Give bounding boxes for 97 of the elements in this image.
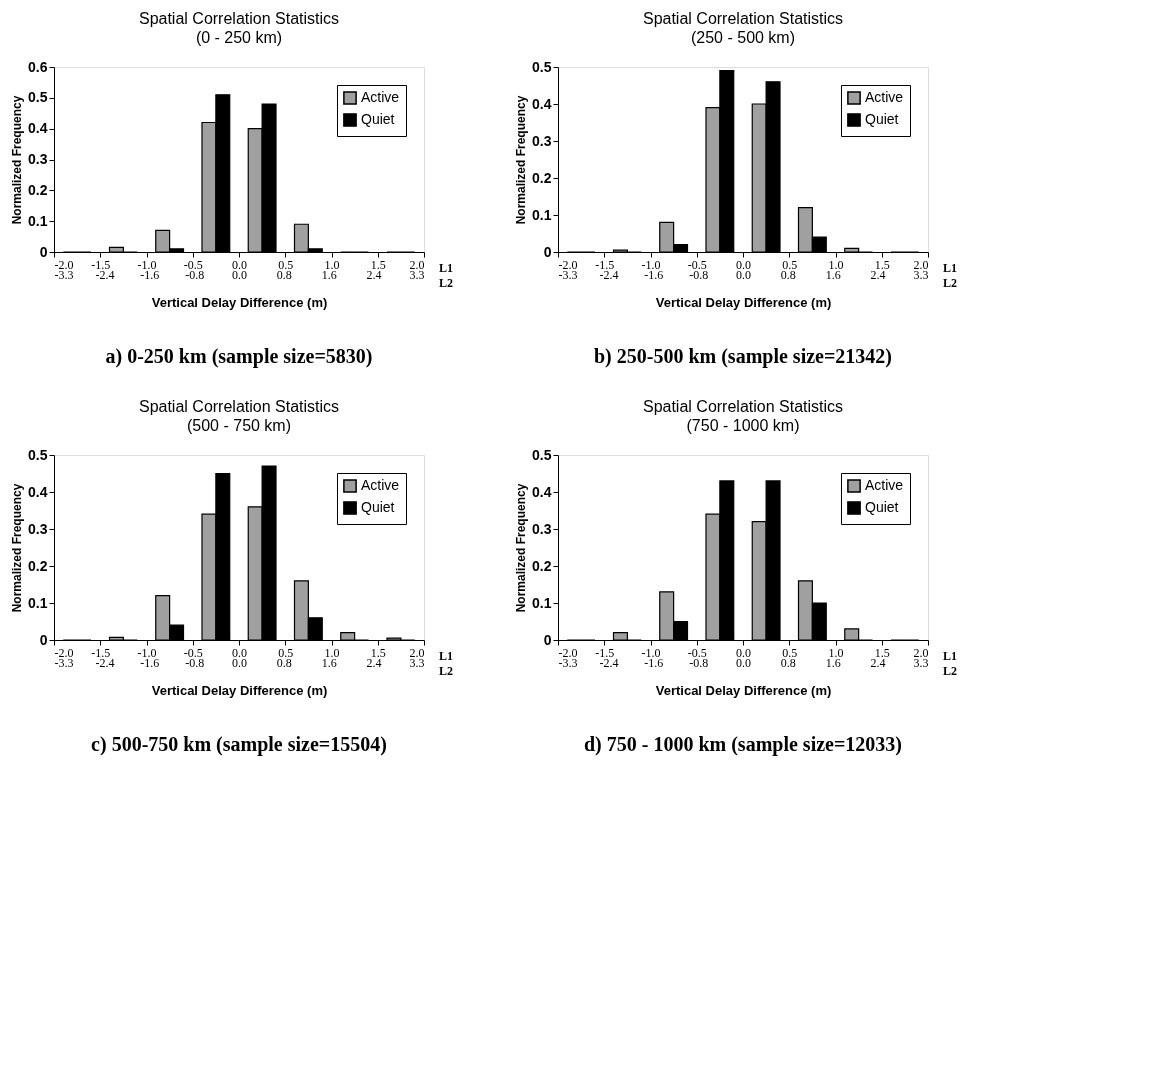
chart-subtitle: (750 - 1000 km) xyxy=(686,417,800,434)
x-axis-title: Vertical Delay Difference (m) xyxy=(151,682,328,698)
x-tick-label: -1.0 xyxy=(641,257,661,272)
y-tick-label: 0.3 xyxy=(532,132,552,149)
x-tick-label: -0.5 xyxy=(183,257,203,272)
x-tick-label: 1.5 xyxy=(370,645,386,660)
legend-label: Quiet xyxy=(865,111,899,127)
x-tick-label: -0.5 xyxy=(687,645,707,660)
x-tick-label: 1.0 xyxy=(324,645,340,660)
y-tick-label: 0 xyxy=(39,243,48,260)
y-tick-label: 0.2 xyxy=(532,557,552,574)
x-tick-label: 0.5 xyxy=(278,645,294,660)
x-tick-label: 1.5 xyxy=(874,257,890,272)
x-tick-label: 0.5 xyxy=(782,645,798,660)
y-tick-label: 0.5 xyxy=(532,58,552,75)
x-axis-title: Vertical Delay Difference (m) xyxy=(655,294,832,310)
legend-label: Active xyxy=(361,477,400,493)
legend-label: Quiet xyxy=(865,499,899,515)
y-tick-label: 0.3 xyxy=(28,520,48,537)
x-tick-label: 2.0 xyxy=(409,645,425,660)
x-tick-label: 2.0 xyxy=(913,645,929,660)
text: b) 250-500 km (sample size=21342) xyxy=(593,345,893,368)
y-axis-title: Normalized Frequency xyxy=(514,95,529,225)
x-tick-label: -1.5 xyxy=(595,645,615,660)
x-tick-label: 0.5 xyxy=(782,257,798,272)
chart-subtitle: (250 - 500 km) xyxy=(690,29,796,46)
x-tick-label: -1.5 xyxy=(91,645,111,660)
x-tick-label: 1.0 xyxy=(828,645,844,660)
y-tick-label: 0 xyxy=(39,631,48,648)
y-axis-title: Normalized Frequency xyxy=(10,483,25,613)
x-tick-label: 1.0 xyxy=(324,257,340,272)
x-tick-label: 1.5 xyxy=(370,257,386,272)
text: L1 xyxy=(942,261,958,275)
x-tick-label: -2.0 xyxy=(558,257,578,272)
chart-title: Spatial Correlation Statistics xyxy=(642,398,844,415)
x-tick-label: -2.0 xyxy=(54,645,74,660)
y-tick-label: 0.3 xyxy=(28,151,48,167)
x-tick-label: 2.0 xyxy=(913,257,929,272)
text: L2 xyxy=(942,664,958,678)
x-tick-label: -2.0 xyxy=(54,257,74,272)
text: L2 xyxy=(438,664,454,678)
y-tick-label: 0.5 xyxy=(28,89,48,106)
legend-label: Active xyxy=(865,477,904,493)
x-tick-label: -1.5 xyxy=(595,257,615,272)
y-tick-label: 0.2 xyxy=(532,169,552,186)
y-tick-label: 0 xyxy=(543,631,552,648)
legend-label: Quiet xyxy=(361,499,395,515)
y-tick-label: 0.4 xyxy=(532,483,552,500)
chart-subtitle: (0 - 250 km) xyxy=(195,29,283,46)
x-tick-label: -0.5 xyxy=(687,257,707,272)
text: L1 xyxy=(438,261,454,275)
y-tick-label: 0.3 xyxy=(532,520,552,537)
y-tick-label: 0.1 xyxy=(532,594,552,611)
text: a) 0-250 km (sample size=5830) xyxy=(105,345,373,368)
x-tick-label: -1.5 xyxy=(91,257,111,272)
text: L1 xyxy=(942,649,958,663)
x-tick-label: -2.0 xyxy=(558,645,578,660)
chart-title: Spatial Correlation Statistics xyxy=(642,10,844,27)
x-tick-label: -1.0 xyxy=(641,645,661,660)
legend-label: Active xyxy=(361,89,400,105)
x-tick-label: 0.0 xyxy=(736,645,751,660)
x-tick-label: 1.0 xyxy=(828,257,844,272)
x-axis-title: Vertical Delay Difference (m) xyxy=(151,294,328,310)
y-tick-label: 0.1 xyxy=(532,206,552,223)
y-tick-label: 0.2 xyxy=(28,181,48,198)
x-tick-label: 0.0 xyxy=(736,257,751,272)
y-tick-label: 0.1 xyxy=(28,594,48,611)
x-tick-label: 0.0 xyxy=(232,257,247,272)
y-tick-label: 0.6 xyxy=(28,58,48,75)
text: c) 500-750 km (sample size=15504) xyxy=(91,733,387,756)
legend-label: Quiet xyxy=(361,111,395,127)
text: L2 xyxy=(438,276,454,290)
y-tick-label: 0 xyxy=(543,243,552,260)
y-tick-label: 0.4 xyxy=(28,120,48,137)
y-tick-label: 0.4 xyxy=(532,95,552,112)
x-tick-label: -0.5 xyxy=(183,645,203,660)
chart-subtitle: (500 - 750 km) xyxy=(186,417,292,434)
y-tick-label: 0.5 xyxy=(28,446,48,463)
y-axis-title: Normalized Frequency xyxy=(514,483,529,613)
legend-label: Active xyxy=(865,89,904,105)
text: L1 xyxy=(438,649,454,663)
x-tick-label: -1.0 xyxy=(137,257,157,272)
text: L2 xyxy=(942,276,958,290)
y-tick-label: 0.5 xyxy=(532,446,552,463)
text: d) 750 - 1000 km (sample size=12033) xyxy=(583,733,903,756)
x-tick-label: 0.0 xyxy=(232,645,247,660)
y-axis-title: Normalized Frequency xyxy=(10,95,25,225)
x-tick-label: 0.5 xyxy=(278,257,294,272)
chart-title: Spatial Correlation Statistics xyxy=(138,10,340,27)
y-tick-label: 0.2 xyxy=(28,557,48,574)
x-tick-label: 2.0 xyxy=(409,257,425,272)
x-axis-title: Vertical Delay Difference (m) xyxy=(655,682,832,698)
y-tick-label: 0.1 xyxy=(28,212,48,229)
x-tick-label: 1.5 xyxy=(874,645,890,660)
x-tick-label: -1.0 xyxy=(137,645,157,660)
chart-title: Spatial Correlation Statistics xyxy=(138,398,340,415)
y-tick-label: 0.4 xyxy=(28,483,48,500)
